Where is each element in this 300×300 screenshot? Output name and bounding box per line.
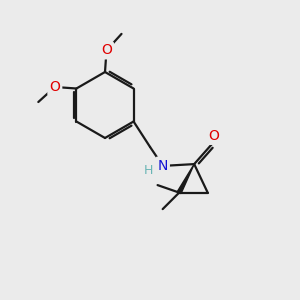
Text: O: O — [50, 80, 60, 94]
Text: N: N — [158, 159, 168, 172]
Text: O: O — [208, 129, 219, 143]
Text: H: H — [144, 164, 153, 178]
Polygon shape — [177, 164, 194, 194]
Text: O: O — [101, 44, 112, 57]
